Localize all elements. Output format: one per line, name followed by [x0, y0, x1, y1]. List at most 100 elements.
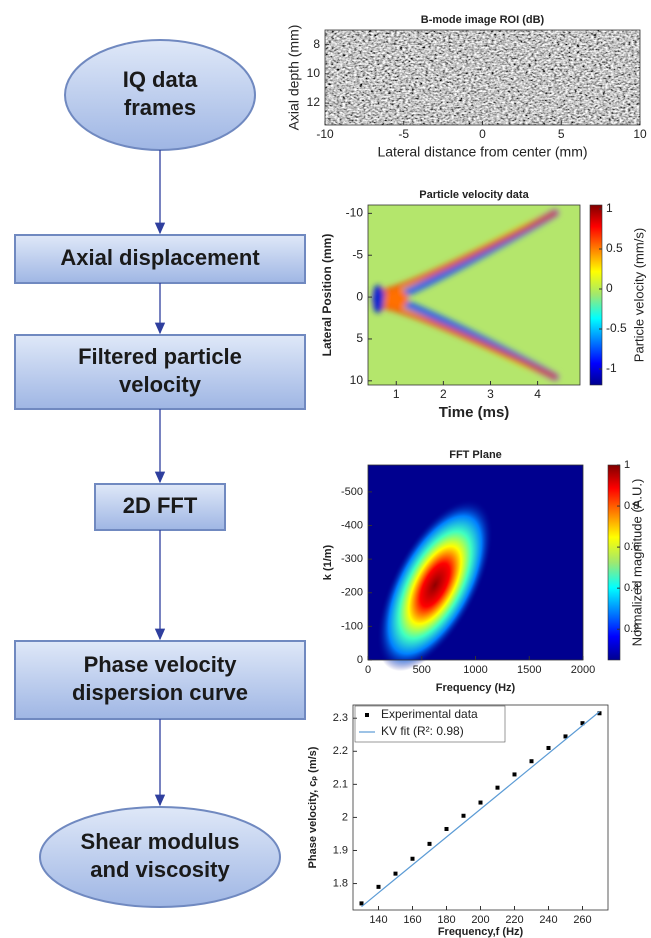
x-tick-label: 160	[403, 914, 421, 926]
data-point	[513, 772, 517, 776]
wave-core	[384, 289, 408, 309]
y-tick-label: 1.9	[333, 844, 348, 856]
x-tick-label: -10	[316, 127, 334, 141]
x-tick-label: -5	[398, 127, 409, 141]
data-point	[411, 857, 415, 861]
y-tick-label: -5	[352, 247, 363, 261]
x-tick-label: 500	[413, 664, 431, 676]
y-tick-label: -100	[341, 620, 363, 632]
x-axis-label: Frequency,f (Hz)	[438, 926, 524, 938]
figure: IQ data frames Axial displacement Filtered …	[0, 0, 651, 938]
node-label: frames	[124, 95, 196, 120]
bmode-image	[325, 30, 640, 125]
x-tick-label: 1000	[463, 664, 487, 676]
data-point	[394, 872, 398, 876]
y-tick-label: -200	[341, 587, 363, 599]
legend-swatch	[365, 713, 369, 717]
x-tick-label: 140	[369, 914, 387, 926]
legend-label: Experimental data	[381, 707, 478, 721]
x-tick-label: 10	[633, 127, 647, 141]
panel-title: B-mode image ROI (dB)	[421, 14, 545, 26]
data-point	[496, 786, 500, 790]
node-label: velocity	[119, 372, 202, 397]
node-label: and viscosity	[90, 857, 230, 882]
colorbar-tick-label: -1	[606, 361, 617, 375]
x-tick-label: 2000	[571, 664, 595, 676]
panel: B-mode image ROI (dB) -10 -5 0 5 10 8 10 12 Later…	[286, 14, 647, 160]
y-tick-label: 0	[356, 289, 363, 303]
x-axis-label: Lateral distance from center (mm)	[377, 144, 587, 160]
node-label: Axial displacement	[60, 245, 260, 270]
y-tick-label: 1.8	[333, 877, 348, 889]
x-tick-label: 1500	[517, 664, 541, 676]
data-point	[547, 746, 551, 750]
flow-node: Shear modulus and viscosity	[40, 807, 280, 907]
y-axis-label: Axial depth (mm)	[286, 25, 302, 131]
x-tick-label: 3	[487, 387, 494, 401]
data-point	[530, 759, 534, 763]
node-label: dispersion curve	[72, 680, 248, 705]
y-tick-label: 12	[307, 95, 321, 109]
colorbar-tick-label: 1	[624, 459, 630, 471]
data-point	[428, 842, 432, 846]
flow-node: Phase velocity dispersion curve	[15, 641, 305, 719]
flow-node: Filtered particlevelocity	[15, 335, 305, 409]
y-axis-label: Lateral Position (mm)	[320, 234, 334, 357]
data-point	[479, 801, 483, 805]
x-tick-label: 0	[479, 127, 486, 141]
y-tick-label: 10	[307, 66, 321, 80]
colorbar-label: Normalized magnitude (A.U.)	[629, 479, 644, 647]
y-axis-label: Phase velocity, cₚ (m/s)	[307, 746, 319, 868]
colorbar	[590, 205, 602, 385]
y-axis-label: k (1/m)	[322, 544, 334, 580]
colorbar-tick-label: 1	[606, 201, 613, 215]
x-axis-label: Frequency (Hz)	[436, 682, 516, 694]
x-tick-label: 220	[505, 914, 523, 926]
data-point	[462, 814, 466, 818]
y-tick-label: 5	[356, 331, 363, 345]
panel-title: FFT Plane	[449, 449, 502, 461]
data-point	[445, 827, 449, 831]
colorbar-tick-label: -0.5	[606, 321, 627, 335]
y-tick-label: 2.3	[333, 712, 348, 724]
flow-node: 2D FFT	[95, 484, 225, 530]
legend-label: KV fit (R²: 0.98)	[381, 724, 464, 738]
x-tick-label: 260	[573, 914, 591, 926]
panel: 140 160 180 200 220 240 260 1.8 1.9 2 2.1 2.2 2.3 Fre…	[307, 705, 608, 938]
node-label: 2D FFT	[123, 493, 198, 518]
node-label: IQ data	[123, 67, 198, 92]
y-tick-label: 8	[313, 37, 320, 51]
flow-node: Axial displacement	[15, 235, 305, 283]
panel-title: Particle velocity data	[419, 189, 529, 201]
y-tick-label: -500	[341, 486, 363, 498]
y-tick-label: 2.2	[333, 745, 348, 757]
y-tick-label: 2	[342, 811, 348, 823]
colorbar-tick-label: 0.5	[606, 241, 623, 255]
page: IQ data frames Axial displacement Filtered …	[0, 0, 651, 938]
colorbar-tick-label: 0	[606, 281, 613, 295]
node-label: Phase velocity	[84, 652, 238, 677]
x-tick-label: 0	[365, 664, 371, 676]
x-tick-label: 4	[534, 387, 541, 401]
x-tick-label: 2	[440, 387, 447, 401]
y-tick-label: 10	[350, 373, 364, 387]
y-tick-label: 2.1	[333, 778, 348, 790]
x-tick-label: 240	[539, 914, 557, 926]
node-label: Shear modulus	[81, 829, 240, 854]
y-tick-label: -10	[346, 206, 364, 220]
wave-core	[372, 285, 384, 313]
y-tick-label: -300	[341, 553, 363, 565]
colorbar	[608, 465, 620, 660]
fit-line	[362, 712, 600, 907]
x-tick-label: 180	[437, 914, 455, 926]
x-tick-label: 200	[471, 914, 489, 926]
y-tick-label: -400	[341, 519, 363, 531]
x-axis-label: Time (ms)	[439, 404, 510, 421]
x-tick-label: 5	[558, 127, 565, 141]
x-tick-label: 1	[393, 387, 400, 401]
flow-node: IQ data frames	[65, 40, 255, 150]
colorbar-label: Particle velocity (mm/s)	[631, 228, 646, 362]
data-point	[377, 885, 381, 889]
